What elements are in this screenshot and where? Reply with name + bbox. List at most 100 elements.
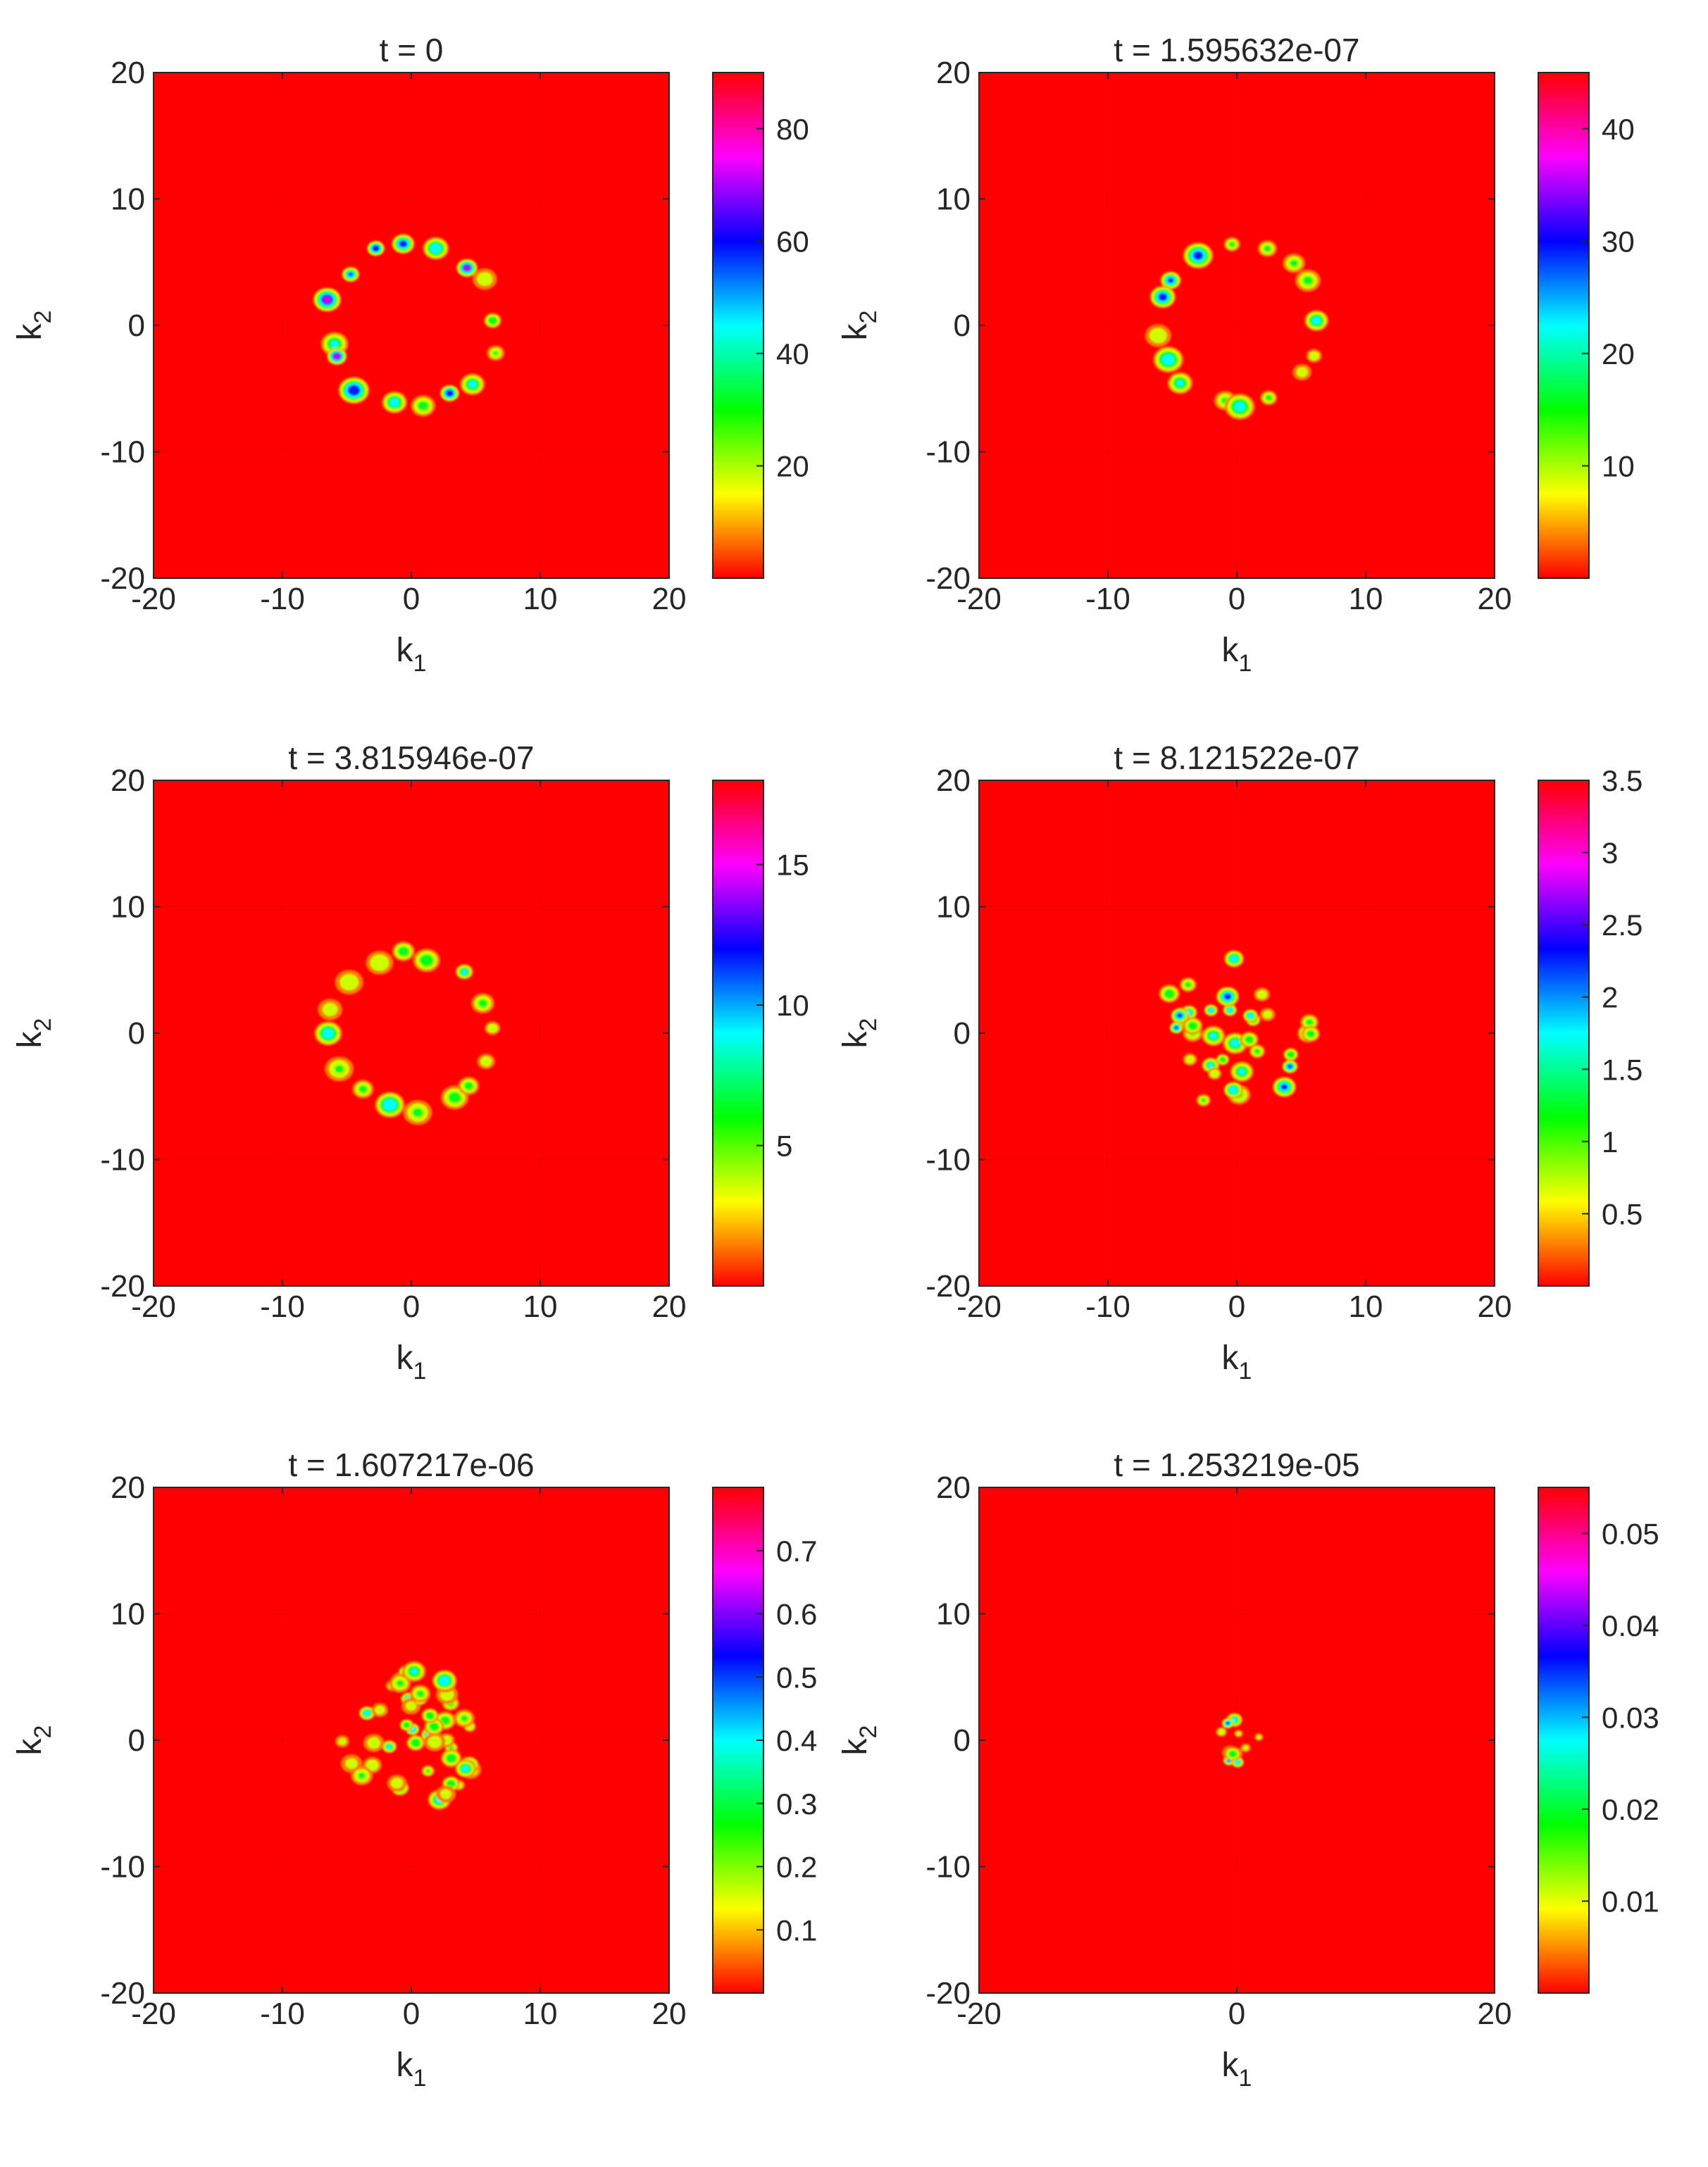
heat-blob-level	[1296, 367, 1308, 377]
heat-blob-level	[1257, 989, 1267, 999]
heat-blob-level	[1176, 380, 1184, 387]
heat-blob-level	[1177, 1013, 1183, 1018]
y-tick-label: -10	[925, 435, 971, 470]
y-tick-label: 20	[111, 56, 145, 90]
plot-area	[154, 780, 669, 1286]
heat-blob-level	[339, 973, 359, 991]
y-tick-label: 20	[936, 1470, 971, 1505]
heat-blob-level	[1228, 241, 1235, 247]
x-tick-label: -10	[260, 1997, 305, 2031]
heat-blob-level	[411, 1738, 421, 1747]
subplot-3: -20 -10 0 10 20 -20 -10 0 10 20 t = 3.815946e-07 k1…	[11, 739, 809, 1385]
x-tick-label: 0	[1228, 1997, 1245, 2031]
colorbar-tick-label: 0.4	[776, 1724, 817, 1757]
heat-blob-level	[461, 1765, 470, 1772]
colorbar-tick-label: 40	[776, 337, 809, 370]
y-tick-label: 0	[128, 1723, 145, 1758]
plot-area	[154, 73, 669, 578]
x-tick-label: 10	[1349, 582, 1383, 616]
heat-blob-level	[1223, 993, 1232, 1000]
heat-blob-level	[492, 350, 499, 356]
y-axis-label-subscript: 2	[855, 311, 882, 324]
x-tick-label: -20	[131, 582, 176, 616]
heat-blob-level	[1286, 1051, 1295, 1058]
heat-blob-level	[425, 1768, 430, 1773]
heat-blob-level	[430, 243, 442, 254]
x-axis-label: k1	[1222, 2047, 1252, 2092]
heat-blob-level	[330, 340, 339, 348]
x-tick-label: -20	[956, 1289, 1002, 1324]
heat-blob-level	[382, 1099, 397, 1111]
y-tick-label: -10	[925, 1143, 971, 1178]
heat-blob-level	[358, 1772, 366, 1779]
heat-blob-level	[477, 272, 493, 286]
heat-blob-level	[399, 240, 408, 248]
colorbar-tick-label: 0.5	[776, 1661, 817, 1694]
heat-blob-level	[1208, 1008, 1214, 1013]
heat-blob-level	[1209, 1069, 1220, 1078]
colorbar-tick-label: 15	[776, 849, 809, 882]
heat-blob-level	[1238, 1068, 1246, 1075]
heat-blob-level	[1265, 394, 1273, 401]
heat-blob-level	[429, 1722, 440, 1731]
heat-blob-level	[338, 1737, 347, 1745]
heat-blob-level	[446, 1753, 457, 1763]
heat-blob-level	[440, 1789, 451, 1799]
x-tick-label: 20	[652, 582, 687, 616]
colorbar: 5 10 15	[712, 780, 809, 1287]
y-axis-label: k2	[11, 1725, 56, 1756]
colorbar-tick-label: 20	[1602, 337, 1635, 370]
colorbar-tick-label: 3.5	[1602, 764, 1642, 797]
heat-blob-level	[1235, 1760, 1240, 1765]
colorbar: 0.01 0.02 0.03 0.04 0.05	[1538, 1487, 1659, 1994]
heat-blob-level	[487, 316, 498, 325]
heat-blob-level	[366, 1759, 379, 1771]
colorbar-tick-label: 0.05	[1602, 1517, 1659, 1550]
x-tick-label: 10	[523, 1289, 558, 1324]
heat-blob-level	[322, 1003, 338, 1016]
x-tick-label: 0	[1228, 582, 1245, 616]
heat-blob-level	[1235, 1731, 1242, 1736]
heat-blob-level	[1311, 316, 1321, 325]
heat-blob-level	[1280, 1084, 1288, 1090]
colorbar-tick-label: 80	[776, 113, 809, 146]
y-tick-label: -10	[100, 1143, 145, 1178]
heat-blob-level	[463, 265, 470, 270]
colorbar-tick-label: 0.02	[1602, 1793, 1659, 1826]
y-axis-label-subscript: 2	[30, 1725, 56, 1739]
heat-blob-level	[1230, 955, 1238, 963]
heat-blob-level	[428, 1735, 442, 1748]
colorbar-tick-label: 0.5	[1602, 1197, 1642, 1230]
x-axis-label: k1	[397, 2047, 427, 2092]
heat-blob-level	[419, 954, 434, 967]
y-axis-label: k2	[11, 1018, 56, 1049]
heat-blob-level	[348, 272, 354, 277]
y-axis-label: k2	[837, 311, 882, 341]
x-axis-label: k1	[1222, 632, 1252, 677]
x-tick-label: 20	[1478, 1289, 1512, 1324]
colorbar-tick-label: 10	[1602, 449, 1635, 482]
y-tick-label: -20	[925, 1976, 971, 2011]
x-axis-label-subscript: 1	[413, 1358, 427, 1385]
heat-blobs	[1159, 950, 1320, 1107]
heat-blob-level	[1185, 1055, 1195, 1063]
y-tick-label: 10	[936, 1597, 971, 1632]
heat-blob-level	[1305, 1018, 1314, 1026]
x-tick-label: 20	[652, 1997, 687, 2031]
x-tick-label: -20	[956, 1997, 1002, 2031]
ticks	[153, 1487, 670, 1994]
heat-blob-level	[425, 1711, 435, 1720]
heat-blob-level	[1302, 276, 1313, 285]
subplot-1: -20 -10 0 10 20 -20 -10 0 10 20 t = 0 k1 k2 20 40 60 80	[11, 32, 809, 677]
y-axis-label: k2	[11, 311, 56, 341]
heat-blob-level	[1230, 1039, 1240, 1047]
x-tick-label: -20	[131, 1997, 176, 2031]
y-axis-label-subscript: 2	[855, 1725, 882, 1739]
heat-blob-level	[406, 1701, 417, 1711]
heat-blob-level	[1290, 259, 1298, 267]
x-axis-label-subscript: 1	[1239, 650, 1252, 677]
heat-blobs	[1216, 1713, 1264, 1768]
colorbar-tick-label: 0.1	[776, 1913, 817, 1947]
x-axis-label-subscript: 1	[413, 2065, 427, 2092]
y-tick-label: -20	[100, 1269, 145, 1304]
